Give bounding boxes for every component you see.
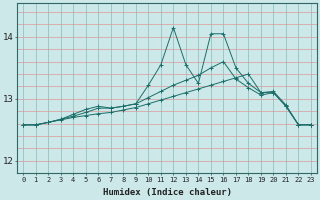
X-axis label: Humidex (Indice chaleur): Humidex (Indice chaleur) (103, 188, 232, 197)
